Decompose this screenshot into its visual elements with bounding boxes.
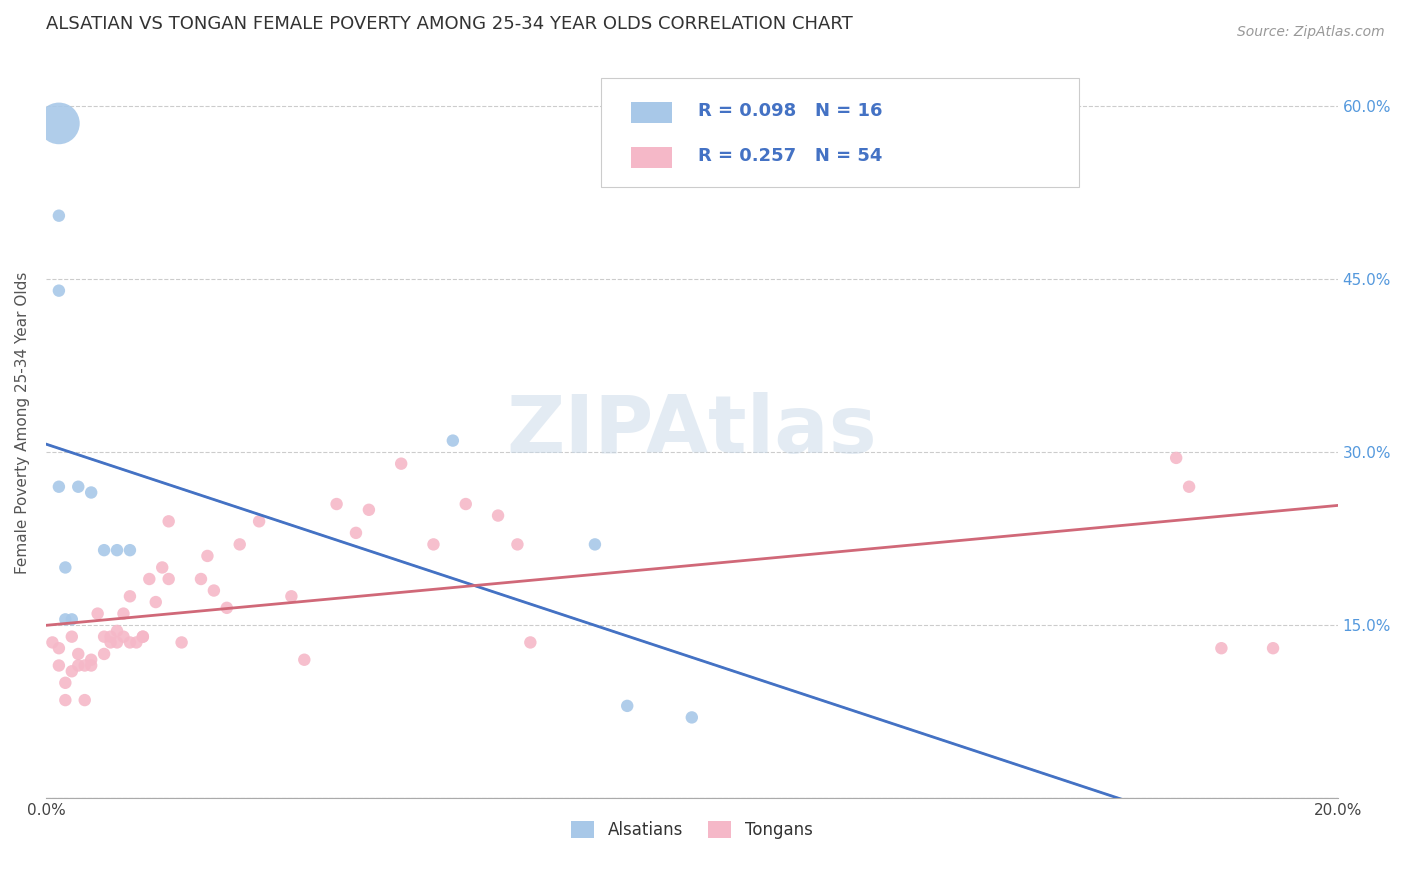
- Point: [132, 630, 155, 644]
- Point: [100, 630, 122, 644]
- Text: R = 0.257   N = 54: R = 0.257 N = 54: [699, 146, 883, 165]
- Point: [48, 480, 70, 494]
- Point: [53, 560, 76, 574]
- Point: [73, 693, 96, 707]
- Point: [157, 514, 180, 528]
- Point: [157, 572, 180, 586]
- Point: [125, 635, 148, 649]
- Point: [48, 209, 70, 223]
- Legend: Alsatians, Tongans: Alsatians, Tongans: [564, 814, 820, 846]
- Text: R = 0.098   N = 16: R = 0.098 N = 16: [699, 102, 883, 120]
- Point: [1261, 641, 1284, 656]
- Point: [190, 572, 212, 586]
- Point: [506, 537, 529, 551]
- Point: [105, 543, 128, 558]
- Y-axis label: Female Poverty Among 25-34 Year Olds: Female Poverty Among 25-34 Year Olds: [15, 272, 30, 574]
- Point: [1178, 480, 1201, 494]
- Point: [100, 635, 122, 649]
- Point: [48, 116, 70, 130]
- Text: Source: ZipAtlas.com: Source: ZipAtlas.com: [1237, 25, 1385, 39]
- Point: [48, 641, 70, 656]
- Text: ALSATIAN VS TONGAN FEMALE POVERTY AMONG 25-34 YEAR OLDS CORRELATION CHART: ALSATIAN VS TONGAN FEMALE POVERTY AMONG …: [46, 15, 852, 33]
- Point: [53, 612, 76, 626]
- Point: [681, 710, 703, 724]
- Point: [422, 537, 444, 551]
- Point: [389, 457, 412, 471]
- Point: [112, 630, 135, 644]
- Point: [197, 549, 219, 563]
- Point: [280, 589, 302, 603]
- Point: [80, 485, 103, 500]
- Point: [118, 543, 141, 558]
- Point: [486, 508, 509, 523]
- Point: [170, 635, 193, 649]
- Point: [105, 635, 128, 649]
- Point: [132, 630, 155, 644]
- Point: [202, 583, 225, 598]
- Point: [454, 497, 477, 511]
- Point: [215, 600, 238, 615]
- Point: [616, 698, 638, 713]
- Point: [53, 693, 76, 707]
- Point: [48, 658, 70, 673]
- Point: [80, 653, 103, 667]
- Point: [41, 635, 63, 649]
- FancyBboxPatch shape: [631, 147, 672, 168]
- Point: [80, 658, 103, 673]
- Point: [344, 525, 367, 540]
- Point: [118, 589, 141, 603]
- Point: [145, 595, 167, 609]
- Point: [60, 612, 83, 626]
- Point: [112, 607, 135, 621]
- Point: [138, 572, 160, 586]
- Point: [67, 480, 90, 494]
- Point: [60, 630, 83, 644]
- Point: [93, 630, 115, 644]
- Point: [53, 675, 76, 690]
- Point: [73, 658, 96, 673]
- Point: [150, 560, 173, 574]
- FancyBboxPatch shape: [602, 78, 1080, 187]
- Point: [48, 284, 70, 298]
- Point: [93, 543, 115, 558]
- Point: [357, 503, 380, 517]
- Point: [292, 653, 315, 667]
- Point: [1166, 450, 1188, 465]
- Point: [118, 635, 141, 649]
- Point: [1211, 641, 1233, 656]
- Point: [105, 624, 128, 638]
- Point: [325, 497, 347, 511]
- Point: [247, 514, 270, 528]
- Text: ZIPAtlas: ZIPAtlas: [506, 392, 877, 470]
- Point: [93, 647, 115, 661]
- Point: [86, 607, 108, 621]
- Point: [67, 647, 90, 661]
- Point: [441, 434, 464, 448]
- Point: [519, 635, 541, 649]
- FancyBboxPatch shape: [631, 103, 672, 123]
- Point: [60, 665, 83, 679]
- Point: [583, 537, 606, 551]
- Point: [228, 537, 250, 551]
- Point: [67, 658, 90, 673]
